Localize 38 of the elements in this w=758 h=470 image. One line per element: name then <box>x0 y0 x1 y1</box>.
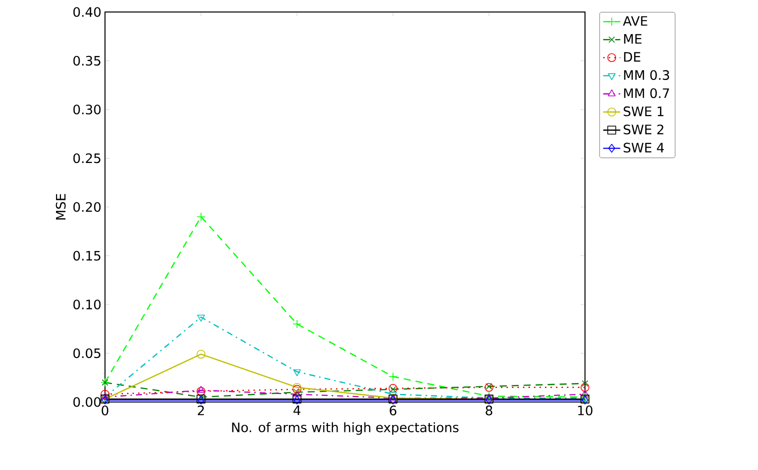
point <box>388 372 398 382</box>
point <box>198 394 204 400</box>
point <box>197 314 205 322</box>
legend-label: SWE 1 <box>624 106 664 116</box>
y-tick-label: 0.00 <box>73 397 101 407</box>
legend-label: ME <box>624 34 642 44</box>
point <box>581 390 589 397</box>
legend-label: SWE 2 <box>624 124 664 134</box>
x-axis-title: No. of arms with high expectations <box>232 422 458 435</box>
legend-label: MM 0.7 <box>624 88 669 98</box>
legend-label: MM 0.3 <box>624 70 670 80</box>
point <box>390 386 396 393</box>
point <box>196 212 206 222</box>
point <box>388 384 398 393</box>
x-tick-label: 8 <box>486 406 492 416</box>
point <box>580 382 590 392</box>
point <box>197 386 205 393</box>
y-tick-label: 0.10 <box>73 300 101 310</box>
legend-label: AVE <box>622 16 648 26</box>
x-tick-label: 4 <box>293 406 300 415</box>
x-tick-label: 2 <box>198 406 204 416</box>
point <box>292 320 302 328</box>
y-tick-label: 0.30 <box>73 104 101 114</box>
y-axis-title: MSE <box>56 194 66 220</box>
x-tick-label: 6 <box>390 406 396 416</box>
point <box>582 380 588 387</box>
y-tick-label: 0.25 <box>73 153 100 164</box>
y-tick-label: 0.35 <box>73 56 100 66</box>
y-tick-label: 0.15 <box>73 250 100 261</box>
x-tick-label: 10 <box>578 406 592 416</box>
y-tick-label: 0.05 <box>73 348 100 358</box>
x-tick-label: 0 <box>102 406 108 416</box>
y-tick-label: 0.40 <box>73 7 101 17</box>
point <box>196 350 206 359</box>
legend-label: DE <box>624 52 640 62</box>
legend-label: SWE 4 <box>624 142 664 153</box>
point <box>293 369 301 376</box>
y-tick-label: 0.20 <box>73 202 101 212</box>
